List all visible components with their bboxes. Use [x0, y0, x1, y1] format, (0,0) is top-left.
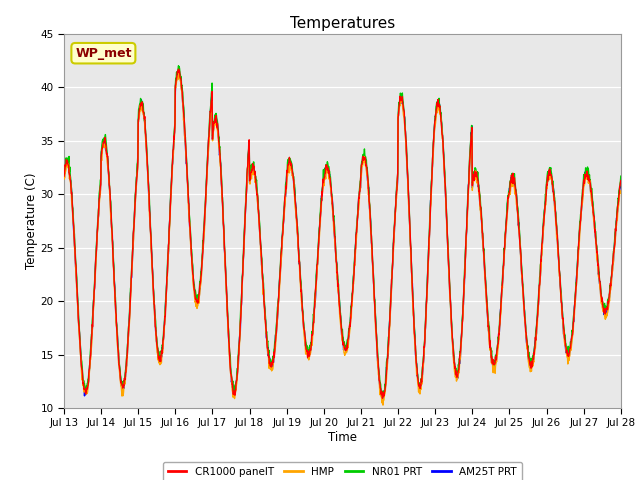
AM25T PRT	[429, 163, 436, 169]
HMP	[184, 177, 191, 182]
HMP	[568, 338, 576, 344]
NR01 PRT	[617, 173, 625, 179]
CR1000 panelT	[175, 66, 182, 72]
CR1000 panelT	[520, 304, 528, 310]
CR1000 panelT	[429, 156, 436, 162]
HMP	[379, 402, 387, 408]
Line: CR1000 panelT: CR1000 panelT	[64, 69, 621, 398]
HMP	[279, 231, 287, 237]
CR1000 panelT	[568, 333, 576, 338]
NR01 PRT	[520, 305, 528, 311]
HMP	[60, 176, 68, 182]
NR01 PRT	[184, 171, 191, 177]
HMP	[292, 218, 300, 224]
AM25T PRT	[60, 178, 68, 184]
CR1000 panelT	[184, 176, 191, 181]
AM25T PRT	[617, 183, 625, 189]
CR1000 panelT	[60, 173, 68, 179]
Line: AM25T PRT: AM25T PRT	[64, 70, 621, 399]
AM25T PRT	[184, 177, 191, 183]
AM25T PRT	[175, 67, 183, 72]
AM25T PRT	[520, 305, 528, 311]
Title: Temperatures: Temperatures	[290, 16, 395, 31]
AM25T PRT	[279, 225, 287, 231]
NR01 PRT	[60, 173, 68, 179]
AM25T PRT	[292, 213, 300, 219]
HMP	[175, 70, 183, 75]
NR01 PRT	[292, 210, 300, 216]
Y-axis label: Temperature (C): Temperature (C)	[24, 172, 38, 269]
Text: WP_met: WP_met	[75, 47, 132, 60]
Line: HMP: HMP	[64, 72, 621, 405]
HMP	[617, 188, 625, 193]
CR1000 panelT	[292, 215, 300, 220]
CR1000 panelT	[617, 178, 625, 183]
X-axis label: Time: Time	[328, 431, 357, 444]
CR1000 panelT	[279, 230, 287, 236]
Line: NR01 PRT: NR01 PRT	[64, 66, 621, 395]
AM25T PRT	[379, 396, 387, 402]
NR01 PRT	[379, 392, 387, 398]
NR01 PRT	[175, 63, 182, 69]
CR1000 panelT	[379, 396, 387, 401]
HMP	[520, 308, 528, 313]
Legend: CR1000 panelT, HMP, NR01 PRT, AM25T PRT: CR1000 panelT, HMP, NR01 PRT, AM25T PRT	[163, 462, 522, 480]
NR01 PRT	[279, 223, 287, 229]
HMP	[429, 164, 436, 169]
NR01 PRT	[429, 157, 436, 163]
AM25T PRT	[568, 336, 576, 342]
NR01 PRT	[568, 327, 576, 333]
